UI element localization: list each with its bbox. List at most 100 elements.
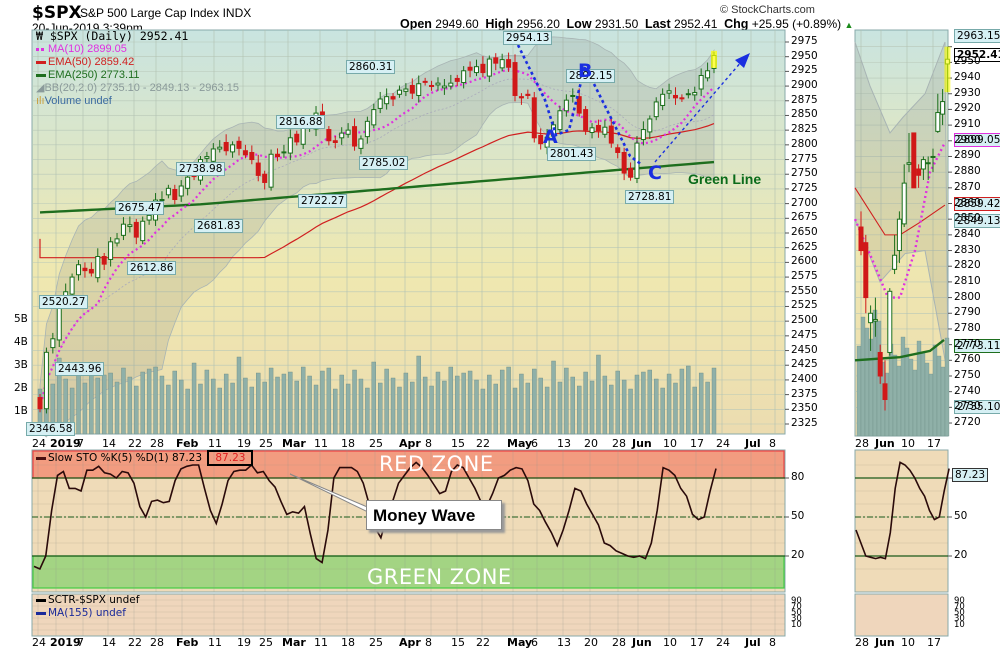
- zoom-y-axis-tick: 2830: [954, 243, 981, 256]
- price-callout: 2520.27: [39, 295, 89, 309]
- zoom-x-axis-tick-bottom: 10: [901, 636, 915, 649]
- right-axis-value-tag: 2773.11: [954, 339, 1000, 353]
- x-axis-tick-bottom: Jul: [745, 636, 761, 649]
- legend-ema50: EMA(50) 2859.42: [36, 56, 239, 69]
- y-axis-tick: 2450: [791, 343, 818, 356]
- price-callout: 2722.27: [298, 194, 348, 208]
- x-axis-tick: Jul: [745, 437, 761, 450]
- sctr-legend-1: SCTR-$SPX undef: [36, 594, 139, 607]
- price-callout: 2785.02: [359, 156, 409, 170]
- y-axis-tick: 2700: [791, 196, 818, 209]
- low-value: 2931.50: [594, 17, 639, 31]
- stoch-axis-tick: 50: [791, 510, 805, 522]
- volume-axis-tick: 1B: [14, 405, 28, 417]
- y-axis-tick: 2400: [791, 372, 818, 385]
- price-panel: [31, 29, 786, 435]
- x-axis-tick-bottom: Mar: [282, 636, 306, 649]
- x-axis-tick: 17: [690, 437, 704, 450]
- price-callout: 2860.31: [346, 60, 396, 74]
- price-callout: 2346.58: [26, 422, 76, 436]
- y-axis-tick: 2675: [791, 211, 818, 224]
- right-axis-value-tag: 2952.41: [954, 48, 1000, 62]
- x-axis-tick-bottom: Apr: [399, 636, 421, 649]
- legend-ma10-text: MA(10) 2899.05: [48, 43, 127, 55]
- zoom-x-axis-tick: 17: [927, 437, 941, 450]
- zoom-y-axis-tick: 2900: [954, 133, 981, 146]
- x-axis-tick: 28: [612, 437, 626, 450]
- zoom-y-axis-tick: 2890: [954, 149, 981, 162]
- low-label: Low: [566, 17, 592, 31]
- zoom-x-axis-tick: 28: [855, 437, 869, 450]
- zoom-y-axis-tick: 2720: [954, 416, 981, 429]
- y-axis-tick: 2725: [791, 181, 818, 194]
- x-axis-tick: 8: [425, 437, 432, 450]
- stoch-right-tag: 87.23: [952, 468, 989, 482]
- zoom-y-axis-tick: 2950: [954, 55, 981, 68]
- price-callout: 2892.15: [566, 69, 616, 83]
- y-axis-tick: 2650: [791, 226, 818, 238]
- zoom-y-axis-tick: 2940: [954, 71, 981, 84]
- x-axis-tick: 28: [150, 437, 164, 450]
- x-axis-tick-bottom: 28: [612, 636, 626, 649]
- red-zone-label: RED ZONE: [379, 452, 494, 476]
- x-axis-tick: 22: [128, 437, 142, 450]
- x-axis-tick-bottom: May: [507, 636, 533, 649]
- candle-icon: ₩: [36, 29, 43, 43]
- x-axis-tick-bottom: 19: [237, 636, 251, 649]
- green-zone-label: GREEN ZONE: [367, 565, 512, 589]
- x-axis-tick-bottom: 22: [128, 636, 142, 649]
- x-axis-tick-bottom: 14: [102, 636, 116, 649]
- x-axis-tick: 14: [102, 437, 116, 450]
- x-axis-tick-bottom: 24: [716, 636, 730, 649]
- y-axis-tick: 2875: [791, 93, 818, 106]
- x-axis-tick: 25: [369, 437, 383, 450]
- zoom-y-axis-tick: 2770: [954, 337, 981, 350]
- sctr-legend: SCTR-$SPX undef MA(155) undef: [36, 594, 139, 620]
- price-callout: 2728.81: [625, 190, 675, 204]
- zoom-y-axis-tick: 2760: [954, 353, 981, 366]
- index-name: S&P 500 Large Cap Index: [80, 6, 220, 20]
- y-axis-tick: 2625: [791, 240, 818, 253]
- x-axis-tick-bottom: 17: [690, 636, 704, 649]
- price-callout: 2816.88: [276, 115, 326, 129]
- zoom-sctr-axis-tick: 90: [954, 596, 965, 606]
- y-axis-tick: 2325: [791, 417, 818, 429]
- last-value: 2952.41: [674, 17, 718, 31]
- annotation-a: A: [543, 126, 558, 148]
- x-axis-tick-bottom: 25: [259, 636, 273, 649]
- x-axis-tick: 22: [476, 437, 490, 450]
- price-callout: 2443.96: [55, 362, 105, 376]
- y-axis-tick: 2350: [791, 402, 818, 415]
- sctr-axis-tick: 50: [791, 608, 802, 618]
- x-axis-tick-bottom: Feb: [176, 636, 199, 649]
- zoom-y-axis-tick: 2840: [954, 227, 981, 240]
- y-axis-tick: 2825: [791, 123, 818, 136]
- x-axis-tick-bottom: Jun: [632, 636, 652, 649]
- legend-bb-text: BB(20,2.0) 2735.10 - 2849.13 - 2963.15: [44, 82, 239, 94]
- last-label: Last: [644, 17, 671, 31]
- legend-volume-text: Volume undef: [44, 95, 112, 107]
- y-axis-tick: 2375: [791, 387, 818, 400]
- zoom-sctr-axis-tick: 30: [954, 614, 965, 624]
- zoom-y-axis-tick: 2730: [954, 400, 981, 413]
- x-axis-tick: 6: [531, 437, 538, 450]
- right-axis-value-tag: 2859.42: [954, 197, 1000, 211]
- volume-axis-tick: 3B: [14, 359, 28, 371]
- price-callout: 2681.83: [194, 219, 244, 233]
- y-axis-tick: 2950: [791, 49, 818, 62]
- zoom-y-axis-tick: 2920: [954, 102, 981, 115]
- x-axis-tick: May: [507, 437, 533, 450]
- x-axis-tick-bottom: 11: [314, 636, 328, 649]
- zoom-y-axis-tick: 2740: [954, 384, 981, 397]
- zoom-y-axis-tick: 2750: [954, 368, 981, 381]
- x-axis-tick: 20: [584, 437, 598, 450]
- volume-axis-tick: 4B: [14, 336, 28, 348]
- x-axis-tick: Mar: [282, 437, 306, 450]
- x-axis-tick: 10: [663, 437, 677, 450]
- up-triangle-icon: ▲: [844, 20, 854, 30]
- right-axis-value-tag: 2735.10: [954, 400, 1000, 414]
- zoom-stoch-axis-tick: 50: [954, 510, 968, 522]
- zoom-y-axis-tick: 2800: [954, 290, 981, 303]
- y-axis-tick: 2775: [791, 152, 818, 165]
- sctr-axis-tick: 10: [791, 620, 802, 630]
